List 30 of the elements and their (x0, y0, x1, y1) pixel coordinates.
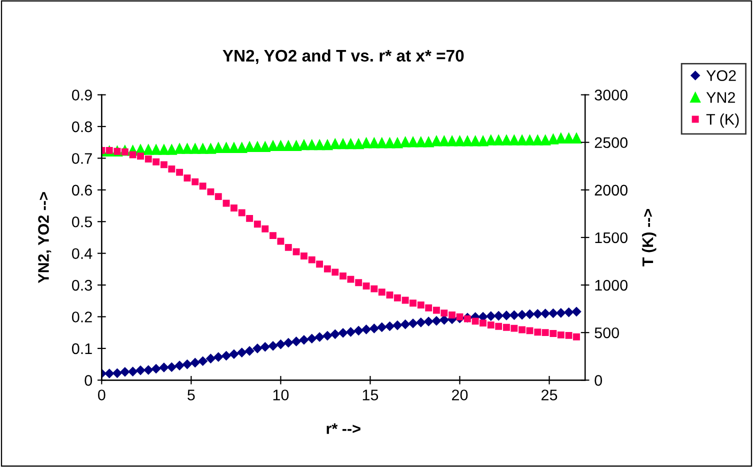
x-tick-label: 20 (452, 390, 468, 400)
y2-tick-label: 2000 (594, 184, 628, 196)
chart-title: YN2, YO2 and T vs. r* at x* =70 (222, 49, 464, 64)
y-tick-label: 0.3 (72, 280, 92, 291)
y2-tick-label: 2500 (594, 137, 628, 148)
x-tick-label: 25 (542, 390, 558, 400)
legend-label: YN2 (706, 92, 735, 103)
y2-tick-label: 3000 (594, 90, 628, 100)
y-tick-label: 0.8 (72, 121, 92, 132)
y2-tick-label: 0 (594, 375, 602, 386)
y2-tick-label: 1500 (595, 232, 628, 244)
x-tick-label: 15 (362, 390, 378, 400)
x-tick-label: 5 (188, 390, 195, 400)
y-tick-label: 0.2 (72, 312, 92, 322)
y-tick-label: 0.5 (72, 216, 92, 228)
legend-label: YO2 (706, 70, 736, 82)
y-tick-label: 0.9 (72, 90, 92, 100)
y2-tick-label: 500 (594, 327, 619, 338)
y-axis-title: YN2, YO2 --> (38, 192, 52, 284)
x-axis-title: r* --> (326, 423, 360, 434)
y-tick-label: 0.6 (72, 184, 92, 196)
y-tick-label: 0.1 (72, 343, 92, 354)
legend-label: T (K) (706, 114, 739, 128)
x-tick-label: 0 (98, 390, 106, 400)
y2-axis-title: T (K) --> (642, 209, 656, 266)
y2-tick-label: 1000 (595, 280, 628, 291)
y-tick-label: 0.7 (72, 153, 92, 164)
y-tick-label: 0.4 (72, 248, 92, 260)
y-tick-label: 0 (84, 375, 92, 386)
x-tick-label: 10 (273, 390, 289, 400)
